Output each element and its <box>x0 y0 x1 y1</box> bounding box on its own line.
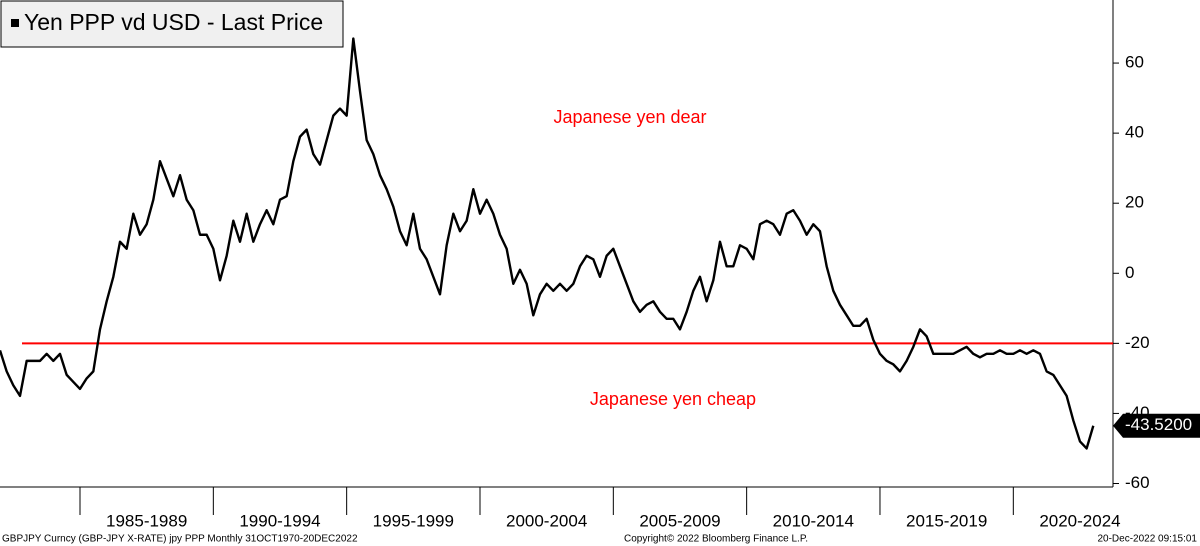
footer-timestamp: 20-Dec-2022 09:15:01 <box>1097 534 1197 545</box>
legend-box <box>0 0 344 48</box>
y-tick-label: 40 <box>1125 123 1144 142</box>
x-tick-label: 1990-1994 <box>239 511 320 530</box>
last-price-tag <box>1113 413 1200 438</box>
y-tick-label: -60 <box>1125 473 1150 492</box>
annotation: Japanese yen dear <box>553 107 706 127</box>
x-tick-label: 2020-2024 <box>1039 511 1120 530</box>
x-tick-label: 2005-2009 <box>639 511 720 530</box>
legend: Yen PPP vd USD - Last Price <box>0 0 344 48</box>
x-tick-label: 2015-2019 <box>906 511 987 530</box>
legend-swatch <box>11 19 19 27</box>
footer-copyright: Copyright© 2022 Bloomberg Finance L.P. <box>624 534 808 545</box>
legend-label: Yen PPP vd USD - Last Price <box>24 9 323 35</box>
last-price-label: -43.5200 <box>1125 415 1192 434</box>
x-tick-label: 2010-2014 <box>773 511 854 530</box>
y-tick-label: 20 <box>1125 193 1144 212</box>
annotation: Japanese yen cheap <box>590 389 756 409</box>
y-tick-label: 60 <box>1125 53 1144 72</box>
x-tick-label: 1995-1999 <box>373 511 454 530</box>
y-tick-label: -20 <box>1125 333 1150 352</box>
footer-source: GBPJPY Curncy (GBP-JPY X-RATE) jpy PPP M… <box>2 534 358 545</box>
x-tick-label: 2000-2004 <box>506 511 587 530</box>
x-tick-label: 1985-1989 <box>106 511 187 530</box>
y-tick-label: 0 <box>1125 263 1134 282</box>
series-line <box>0 37 1095 450</box>
